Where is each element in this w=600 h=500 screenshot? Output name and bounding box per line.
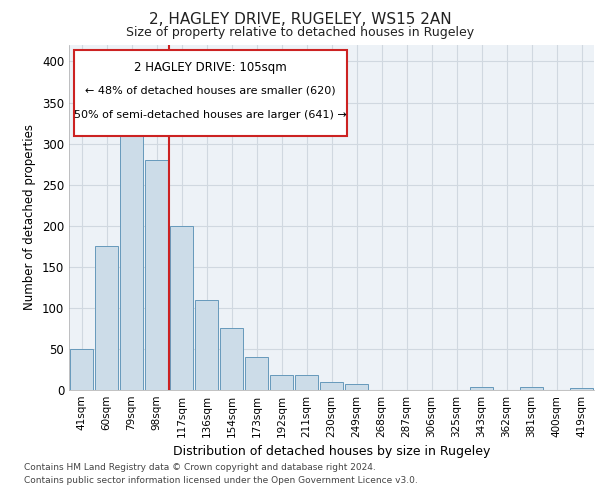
Bar — [269, 375, 293, 390]
Bar — [569, 388, 593, 390]
Bar — [344, 384, 368, 390]
Text: Contains HM Land Registry data © Crown copyright and database right 2024.: Contains HM Land Registry data © Crown c… — [24, 462, 376, 471]
Text: 50% of semi-detached houses are larger (641) →: 50% of semi-detached houses are larger (… — [74, 110, 347, 120]
Text: 2, HAGLEY DRIVE, RUGELEY, WS15 2AN: 2, HAGLEY DRIVE, RUGELEY, WS15 2AN — [149, 12, 451, 28]
Bar — [220, 328, 244, 390]
Bar — [145, 160, 169, 390]
Bar — [194, 300, 218, 390]
Bar — [470, 386, 493, 390]
Text: ← 48% of detached houses are smaller (620): ← 48% of detached houses are smaller (62… — [85, 85, 336, 95]
Bar — [245, 357, 268, 390]
Bar — [119, 127, 143, 390]
Bar — [320, 382, 343, 390]
Bar — [520, 386, 544, 390]
FancyBboxPatch shape — [74, 50, 347, 136]
X-axis label: Distribution of detached houses by size in Rugeley: Distribution of detached houses by size … — [173, 446, 490, 458]
Text: Contains public sector information licensed under the Open Government Licence v3: Contains public sector information licen… — [24, 476, 418, 485]
Text: 2 HAGLEY DRIVE: 105sqm: 2 HAGLEY DRIVE: 105sqm — [134, 60, 287, 74]
Bar — [95, 246, 118, 390]
Bar — [295, 375, 319, 390]
Y-axis label: Number of detached properties: Number of detached properties — [23, 124, 37, 310]
Text: Size of property relative to detached houses in Rugeley: Size of property relative to detached ho… — [126, 26, 474, 39]
Bar — [70, 349, 94, 390]
Bar — [170, 226, 193, 390]
